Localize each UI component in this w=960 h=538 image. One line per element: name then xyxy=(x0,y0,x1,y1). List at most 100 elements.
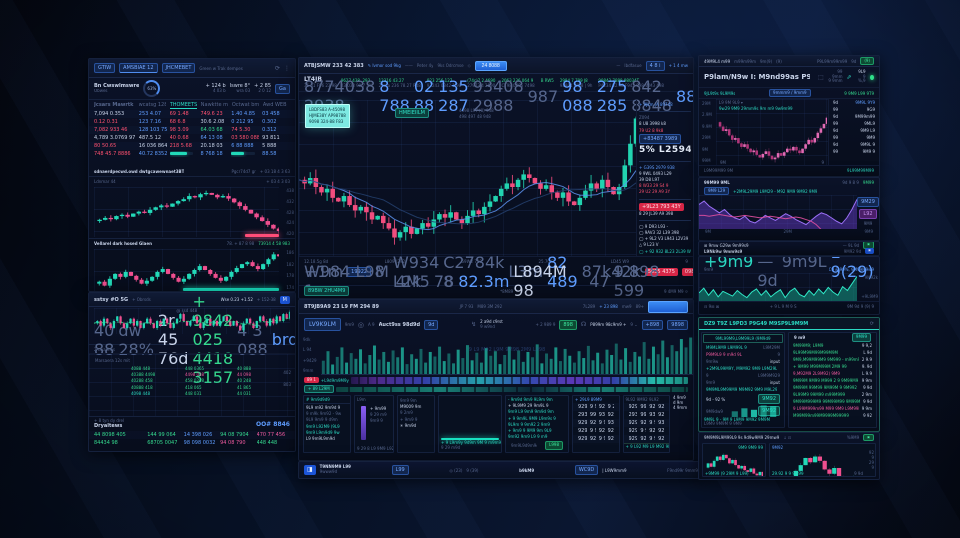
more-icon[interactable]: ⋮ xyxy=(284,64,290,72)
chart-period-dropdown[interactable]: L9 9M 9L9 ▾ xyxy=(719,100,743,105)
flow-side-chips[interactable]: 9M29 L92 9M9 xyxy=(857,195,879,229)
col-header[interactable]: Nawktte mas xyxy=(200,102,228,108)
heatmap-strip-2[interactable] xyxy=(335,386,689,392)
tab-overview[interactable]: 49M9L4 m99 xyxy=(704,58,731,64)
badge-count[interactable]: 9 (39) xyxy=(466,467,479,473)
strip-label: +L9d9m9M9y xyxy=(320,377,349,383)
list-item: 9L99M99M99M99M9M L 9d xyxy=(793,350,872,355)
col-header[interactable]: Awd WEB xyxy=(262,102,287,108)
profile-dropdown[interactable]: P899m 98c9m9 + xyxy=(590,322,627,327)
compass-icon[interactable]: ◎ xyxy=(357,320,364,329)
signals-chip[interactable]: 9M99 xyxy=(851,333,871,342)
heatmap-strip[interactable] xyxy=(350,376,689,384)
order-form-fields[interactable]: M9ML9M9 L9M99L 9 L9M29M P9M9L9 9 m9d 9L 9 9m… xyxy=(702,344,784,417)
taskbar-clock: F9nd99r 9mm9 xyxy=(667,467,698,473)
taskbar-item[interactable]: b9kM9 xyxy=(519,467,535,473)
list-item: 9d - 92 % 9M92 xyxy=(702,393,784,405)
notification-icon[interactable]: ◎ (23) xyxy=(449,467,463,473)
ticker-big: LT4JB xyxy=(304,76,322,83)
depth-action-button[interactable] xyxy=(648,300,689,313)
heat-strip-row-2: + 89 L29M xyxy=(299,384,693,394)
thumbnail-card[interactable]: + 9 L9m9y 9d9m 9M 9 m9m92 L9 9 29 m9d xyxy=(438,395,502,453)
list-item: 9d 9M9L 9 xyxy=(833,142,875,147)
chart2-wrap: 186 182 178 174 xyxy=(89,248,295,291)
scanner-bottom-table[interactable]: 44 8098 405 144 99 064 14 398 026 94 08 790… xyxy=(89,431,295,447)
positions-list[interactable]: 9d 9M9L 9Y9 99 9G9 9d 9M99m99 99 9ML9 9d 9M9 L9 99… xyxy=(828,99,879,165)
stats-action-button[interactable]: Ga xyxy=(275,83,290,94)
scanner-mode-button[interactable]: M xyxy=(279,295,290,304)
positions-chart-wrap[interactable]: L9 9M 9L9 ▾ 9w29 9M9 29mm9s 9m m9 9w9m99… xyxy=(716,99,828,165)
strip-row1-label[interactable]: ⊞ 9mw G29w 9m99s9 xyxy=(704,242,749,248)
positions-candles xyxy=(718,116,827,163)
flow-chip[interactable]: 9M9 L29 xyxy=(704,186,730,196)
green-chip[interactable]: 898 xyxy=(559,319,577,330)
tab-right[interactable]: P9L99m99m99 xyxy=(816,58,848,64)
wc-chip[interactable]: WC9D xyxy=(574,465,599,475)
col-header[interactable]: Octwat bms xyxy=(231,102,259,108)
start-icon[interactable]: ◨ xyxy=(304,465,316,475)
mini-charts-header: 9M9M9L9M99L9 9s 9d9w9M9 29mw9 ↓ ⊡ %9M9 ▣ xyxy=(699,433,879,442)
col-header[interactable]: THOMEETSA xyxy=(169,102,197,109)
candlestick-canvas[interactable]: LBDFS83 A-45098 HJME38Y AP98788 9098 324… xyxy=(299,100,637,256)
liquidity-right-label[interactable]: C9 & 99%, 9M99M9w9 xyxy=(828,267,874,272)
small-chip[interactable]: 9d xyxy=(424,319,439,330)
mini-candlestick-chart xyxy=(97,190,279,234)
download-icon[interactable]: ↓ ⊡ xyxy=(783,435,792,440)
col-header[interactable]: Jcsars Mawrtk Cwts xyxy=(94,102,135,108)
mini-chart-1[interactable]: 9M9 9M9 99 +9M99 (9 29M 9 L99) xyxy=(702,443,766,477)
tab-alt2[interactable]: (9) xyxy=(776,58,782,64)
mode-box[interactable]: LV9K9LM xyxy=(304,317,341,332)
refresh-icon[interactable]: ⟳ xyxy=(869,320,874,327)
ohlc-group: 9627 438 .293 23.033 99.7 3% xyxy=(340,77,373,88)
list-item: 9m9 input xyxy=(706,380,780,385)
strip-row2-label[interactable]: L9Nk9w 9mm9s9 xyxy=(704,248,743,254)
positions-title: P9lam/N9w I: M9nd99as P9ses xyxy=(704,73,810,81)
tab-markets[interactable]: AMSBIAE 12 xyxy=(119,63,158,73)
mini-charts-body: 9M9 9M9 99 +9M99 (9 29M 9 L99) 9M92 92 9 2… xyxy=(699,442,879,478)
right-chip-1[interactable]: +898 xyxy=(641,319,664,330)
buy-button[interactable]: 24 8088 xyxy=(474,60,507,71)
toolbar-chip[interactable]: 4 8 i xyxy=(645,60,665,71)
list-item: 9m9w input xyxy=(706,359,780,364)
range-chip[interactable]: 9mmm9 / 9mm9 xyxy=(769,88,811,98)
tab-alt[interactable]: 9m(9) xyxy=(760,58,773,64)
layout-icon[interactable]: ⬚ xyxy=(818,73,824,81)
session-chip[interactable]: 89BW 2HU4M9 xyxy=(304,286,350,296)
tab-right2[interactable]: 9d xyxy=(851,58,857,64)
mini-chart-2[interactable]: 9M92 92 9 29 9 29.92 9 9 9,L99 9 9d xyxy=(769,443,876,477)
right-chip-2[interactable]: 9898 xyxy=(667,319,689,330)
toolbar-right-label[interactable]: Ibdfasue xyxy=(624,63,642,68)
indicator-value-2: 498 497 48 948 xyxy=(459,114,491,119)
signals-list[interactable]: 9M99M9; L9M9 9 9,2 9L99M99M99M99M9M L 9d 9M9… xyxy=(789,342,876,419)
diamond-icon[interactable]: ◇ xyxy=(467,63,471,68)
log-card[interactable]: - 9m9d 9m9 9L9m 9m + 9L9M9 29 9m9L 9 9m9 L… xyxy=(505,395,569,453)
taskbar-item[interactable]: | L9W9mm9 xyxy=(602,467,627,473)
taskbar-chip[interactable]: L99 xyxy=(391,465,409,475)
main-candlestick-chart[interactable] xyxy=(299,100,636,256)
sparse-table[interactable]: Marsaera 12s mit 4088 448 40388 4498 40288… xyxy=(89,353,295,416)
zoom-icons[interactable]: ⊟ 9⊞ ⊠ xyxy=(704,304,720,309)
market-table[interactable]: 7,094 0.353 253 4.07 69 1.48 749.6 23 1.40 4… xyxy=(89,110,295,166)
col-header[interactable]: wcatsg 128 OdF xyxy=(138,102,166,108)
indicator-chip[interactable]: HMEIEIILM xyxy=(395,108,429,118)
indicator-dropdown[interactable]: 9ks Odrcmse xyxy=(437,63,464,68)
symbol-edit[interactable]: ✎ Ivmor sod 9kg xyxy=(367,63,401,68)
bottom-thin-row: 89BW 2HU4M9 *8M89 9 4M9 M9 ⟐ xyxy=(299,285,693,296)
chart-legend-box: LBDFS83 A-45098 HJME38Y AP98788 9098 324… xyxy=(305,104,350,128)
strip-blue-chip[interactable]: ▣ xyxy=(865,248,874,254)
status-chips-row[interactable]: +1m 19922 M W934 L2k C2784k 8 L3m 82 489 87k42k… xyxy=(299,253,693,291)
chart-note: 9w29 9M9 29mm9s 9m m9 9w9m99 xyxy=(719,106,793,111)
chart1-wrap: 438 432 428 424 420 xyxy=(89,186,295,238)
timeframe-dropdown[interactable]: Peter 4y xyxy=(416,63,434,68)
tab-watchlist[interactable]: JHCMEBET xyxy=(161,63,196,73)
price-scale[interactable]: + 9Jkm jA 89748 Z094 8 U8 3998 k8 79 U2 8 9… xyxy=(639,102,691,254)
person-icon: ☊ xyxy=(580,321,587,328)
status-dot xyxy=(869,74,874,80)
tab-history[interactable]: m99m99m xyxy=(734,58,756,64)
liquidity-toolbar[interactable]: +9m99g—9d9m9LL-9(29)+9ML9M 9M9L9 xyxy=(704,256,879,290)
refresh-icon[interactable]: ⟳ xyxy=(274,64,280,72)
